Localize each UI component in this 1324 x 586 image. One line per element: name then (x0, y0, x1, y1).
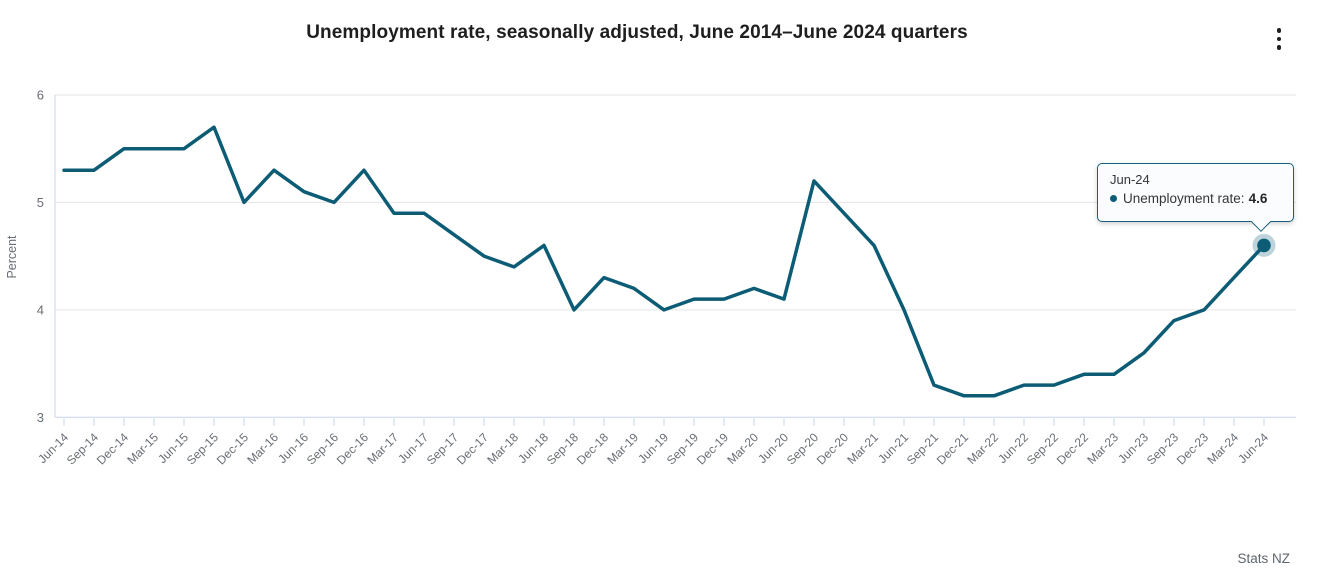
svg-text:Sep-17: Sep-17 (424, 430, 461, 467)
svg-text:Sep-19: Sep-19 (664, 430, 701, 467)
svg-text:Dec-23: Dec-23 (1174, 430, 1211, 467)
svg-text:Mar-20: Mar-20 (724, 430, 761, 467)
y-axis-labels: 3 4 5 6 (37, 88, 44, 425)
svg-text:Dec-18: Dec-18 (574, 430, 611, 467)
svg-text:Dec-22: Dec-22 (1054, 430, 1091, 467)
x-axis-ticks (63, 418, 1265, 426)
svg-text:Mar-24: Mar-24 (1204, 430, 1241, 467)
svg-text:Dec-17: Dec-17 (454, 430, 491, 467)
svg-text:6: 6 (37, 88, 44, 103)
svg-text:Dec-14: Dec-14 (94, 430, 131, 467)
svg-text:Mar-15: Mar-15 (124, 430, 161, 467)
y-gridlines (55, 94, 1296, 418)
svg-text:Sep-23: Sep-23 (1144, 430, 1181, 467)
source-attribution: Stats NZ (1237, 551, 1290, 566)
svg-text:Sep-21: Sep-21 (904, 430, 941, 467)
svg-text:Mar-21: Mar-21 (844, 430, 881, 467)
svg-text:Mar-22: Mar-22 (964, 430, 1001, 467)
svg-text:Mar-18: Mar-18 (484, 430, 521, 467)
svg-text:Dec-19: Dec-19 (694, 430, 731, 467)
tooltip-value: 4.6 (1248, 191, 1268, 206)
svg-text:5: 5 (37, 195, 44, 210)
svg-text:Mar-16: Mar-16 (244, 430, 281, 467)
tooltip-series-label: Unemployment rate: (1123, 191, 1245, 206)
svg-text:Mar-23: Mar-23 (1084, 430, 1121, 467)
y-axis-title: Percent (5, 235, 19, 279)
tooltip: Jun-24 Unemployment rate: 4.6 (1097, 163, 1294, 232)
svg-text:Sep-22: Sep-22 (1024, 430, 1061, 467)
svg-text:Sep-15: Sep-15 (184, 430, 221, 467)
svg-text:Sep-18: Sep-18 (544, 430, 581, 467)
page-title: Unemployment rate, seasonally adjusted, … (306, 22, 968, 43)
svg-text:Dec-21: Dec-21 (934, 430, 971, 467)
svg-text:Jun-24: Jun-24 (1235, 430, 1271, 466)
svg-text:Sep-14: Sep-14 (64, 430, 101, 467)
unemployment-rate-line[interactable] (62, 125, 1266, 398)
hovered-point-marker[interactable] (1252, 233, 1276, 257)
svg-text:Dec-15: Dec-15 (214, 430, 251, 467)
svg-text:Mar-19: Mar-19 (604, 430, 641, 467)
svg-text:Mar-17: Mar-17 (364, 430, 401, 467)
chart-menu-button[interactable] (1270, 26, 1288, 52)
series-bullet-icon (1110, 195, 1117, 202)
svg-text:Dec-16: Dec-16 (334, 430, 371, 467)
svg-text:Sep-20: Sep-20 (784, 430, 821, 467)
svg-text:Sep-16: Sep-16 (304, 430, 341, 467)
svg-text:Dec-20: Dec-20 (814, 430, 851, 467)
svg-text:4: 4 (37, 302, 44, 317)
x-axis-labels: Jun-14Sep-14Dec-14Mar-15Jun-15Sep-15Dec-… (35, 430, 1271, 467)
tooltip-period-label: Jun-24 (1110, 172, 1150, 187)
svg-text:3: 3 (37, 410, 44, 425)
